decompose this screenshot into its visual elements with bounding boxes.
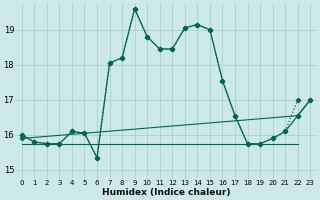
X-axis label: Humidex (Indice chaleur): Humidex (Indice chaleur) [102, 188, 230, 197]
